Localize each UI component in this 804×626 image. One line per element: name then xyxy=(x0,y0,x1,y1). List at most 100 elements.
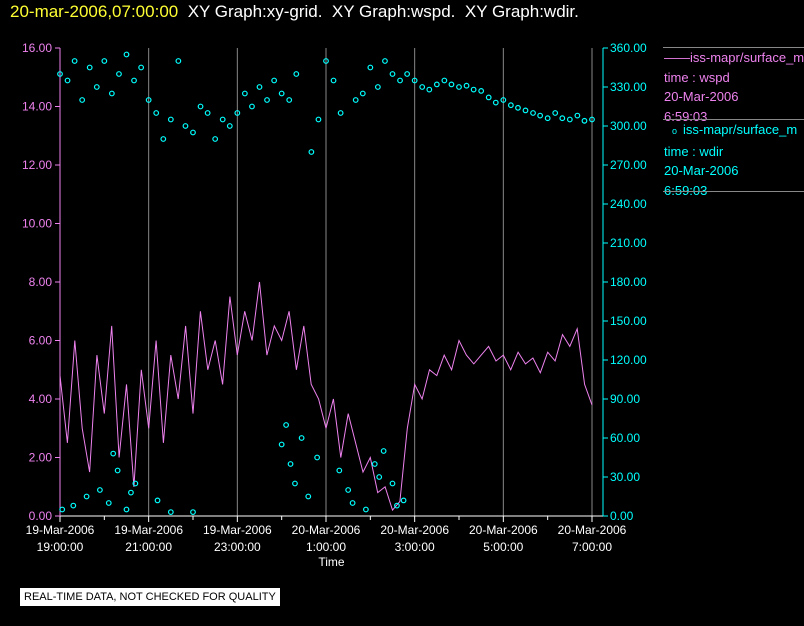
x-tick-label-date: 20-Mar-2006 xyxy=(292,523,361,537)
y-left-tick-label: 14.00 xyxy=(22,100,52,114)
wdir-point xyxy=(463,82,470,89)
wdir-point xyxy=(86,64,93,71)
x-tick-label-date: 20-Mar-2006 xyxy=(558,523,627,537)
wdir-point xyxy=(79,97,86,103)
wdir-point xyxy=(128,489,134,496)
wdir-point xyxy=(544,115,551,122)
wdir-point xyxy=(308,149,315,155)
title-graphs: XY Graph:xy-grid. XY Graph:wspd. XY Grap… xyxy=(187,2,579,21)
wdir-point xyxy=(456,84,462,90)
y-right-tick-label: 60.00 xyxy=(610,431,640,445)
wdir-point xyxy=(264,97,270,103)
x-tick-label-time: 19:00:00 xyxy=(37,540,84,554)
wdir-point xyxy=(96,487,103,493)
wdir-point xyxy=(138,64,145,71)
wdir-point xyxy=(330,77,337,84)
wdir-point xyxy=(566,116,573,123)
y-right-tick-label: 150.00 xyxy=(610,314,647,328)
wdir-point xyxy=(123,506,130,513)
x-tick-label-date: 19-Mar-2006 xyxy=(26,523,95,537)
wdir-point xyxy=(337,110,344,116)
wdir-point xyxy=(515,104,521,111)
wdir-point xyxy=(70,502,77,509)
wdir-point xyxy=(426,86,433,93)
wdir-point xyxy=(433,81,440,88)
wdir-point xyxy=(93,84,100,90)
wdir-point xyxy=(57,71,63,77)
y-right-tick-label: 360.00 xyxy=(610,41,647,55)
y-left-tick-label: 16.00 xyxy=(22,41,52,55)
wdir-point xyxy=(389,480,396,487)
legend-divider xyxy=(663,191,804,192)
wdir-point xyxy=(581,117,588,124)
wdir-point xyxy=(64,77,71,84)
legend-entry-wspd: ——iss-mapr/surface_m time : wspd 20-Mar-… xyxy=(664,48,804,126)
y-left-tick-label: 6.00 xyxy=(29,334,53,348)
wdir-point xyxy=(574,112,581,119)
quality-note: REAL-TIME DATA, NOT CHECKED FOR QUALITY xyxy=(20,588,280,606)
wdir-point xyxy=(212,136,219,142)
wdir-point xyxy=(131,77,137,84)
wdir-point xyxy=(411,77,418,84)
wdir-point xyxy=(167,509,174,515)
legend-series: time : wdir xyxy=(664,143,724,159)
wdir-point xyxy=(160,136,167,142)
wdir-point xyxy=(283,422,290,428)
wdir-point xyxy=(278,441,285,448)
wdir-point xyxy=(589,116,595,123)
y-right-tick-label: 0.00 xyxy=(610,509,634,523)
y-left-tick-label: 2.00 xyxy=(29,451,53,465)
y-right-tick-label: 30.00 xyxy=(610,470,640,484)
y-left-tick-label: 12.00 xyxy=(22,158,52,172)
x-tick-label-time: 7:00:00 xyxy=(572,540,612,554)
wdir-point xyxy=(315,116,322,123)
wdir-point xyxy=(500,97,507,103)
wdir-point xyxy=(101,58,108,64)
y-right-tick-label: 90.00 xyxy=(610,392,640,406)
wdir-point xyxy=(287,461,294,467)
wdir-point xyxy=(286,97,293,103)
wdir-point xyxy=(182,123,189,129)
y-left-tick-label: 10.00 xyxy=(22,217,52,231)
y-right-tick-label: 300.00 xyxy=(610,119,647,133)
legend-source: iss-mapr/surface_m xyxy=(690,50,804,65)
wdir-point xyxy=(278,90,285,97)
wdir-point xyxy=(204,110,211,116)
wdir-point xyxy=(367,64,374,71)
wdir-point xyxy=(371,461,378,467)
wdir-point xyxy=(59,506,66,513)
y-right-tick-label: 330.00 xyxy=(610,80,647,94)
wdir-point xyxy=(522,107,529,114)
x-tick-label-date: 19-Mar-2006 xyxy=(114,523,183,537)
wdir-point xyxy=(305,493,312,500)
wdir-point xyxy=(336,467,343,474)
wdir-point xyxy=(145,97,152,103)
legend-entry-wdir: o iss-mapr/surface_m time : wdir 20-Mar-2… xyxy=(664,120,804,200)
wdir-point xyxy=(105,500,112,506)
wdir-point xyxy=(400,497,407,504)
x-tick-label-time: 3:00:00 xyxy=(395,540,435,554)
y-left-tick-label: 4.00 xyxy=(29,392,53,406)
legend-time: 6:59:03 xyxy=(664,182,708,198)
wdir-point xyxy=(552,110,559,116)
wdir-point xyxy=(419,84,426,90)
wdir-point xyxy=(478,87,485,94)
wdir-point xyxy=(448,81,455,88)
wdir-point xyxy=(116,71,122,77)
wdir-point xyxy=(153,110,160,116)
legend-circle-symbol: o xyxy=(672,126,678,136)
wdir-point xyxy=(108,90,115,97)
wdir-point xyxy=(292,480,298,487)
wdir-point xyxy=(234,110,241,116)
wdir-point xyxy=(363,506,369,513)
wdir-point xyxy=(271,77,278,84)
wdir-point xyxy=(537,112,544,119)
y-right-tick-label: 240.00 xyxy=(610,197,647,211)
wdir-point xyxy=(226,123,233,129)
wdir-point xyxy=(167,116,174,123)
wdir-point xyxy=(123,51,130,58)
wdir-point xyxy=(323,58,329,64)
wdir-point xyxy=(293,71,300,77)
y-right-tick-label: 180.00 xyxy=(610,275,647,289)
wdir-point xyxy=(110,450,117,457)
